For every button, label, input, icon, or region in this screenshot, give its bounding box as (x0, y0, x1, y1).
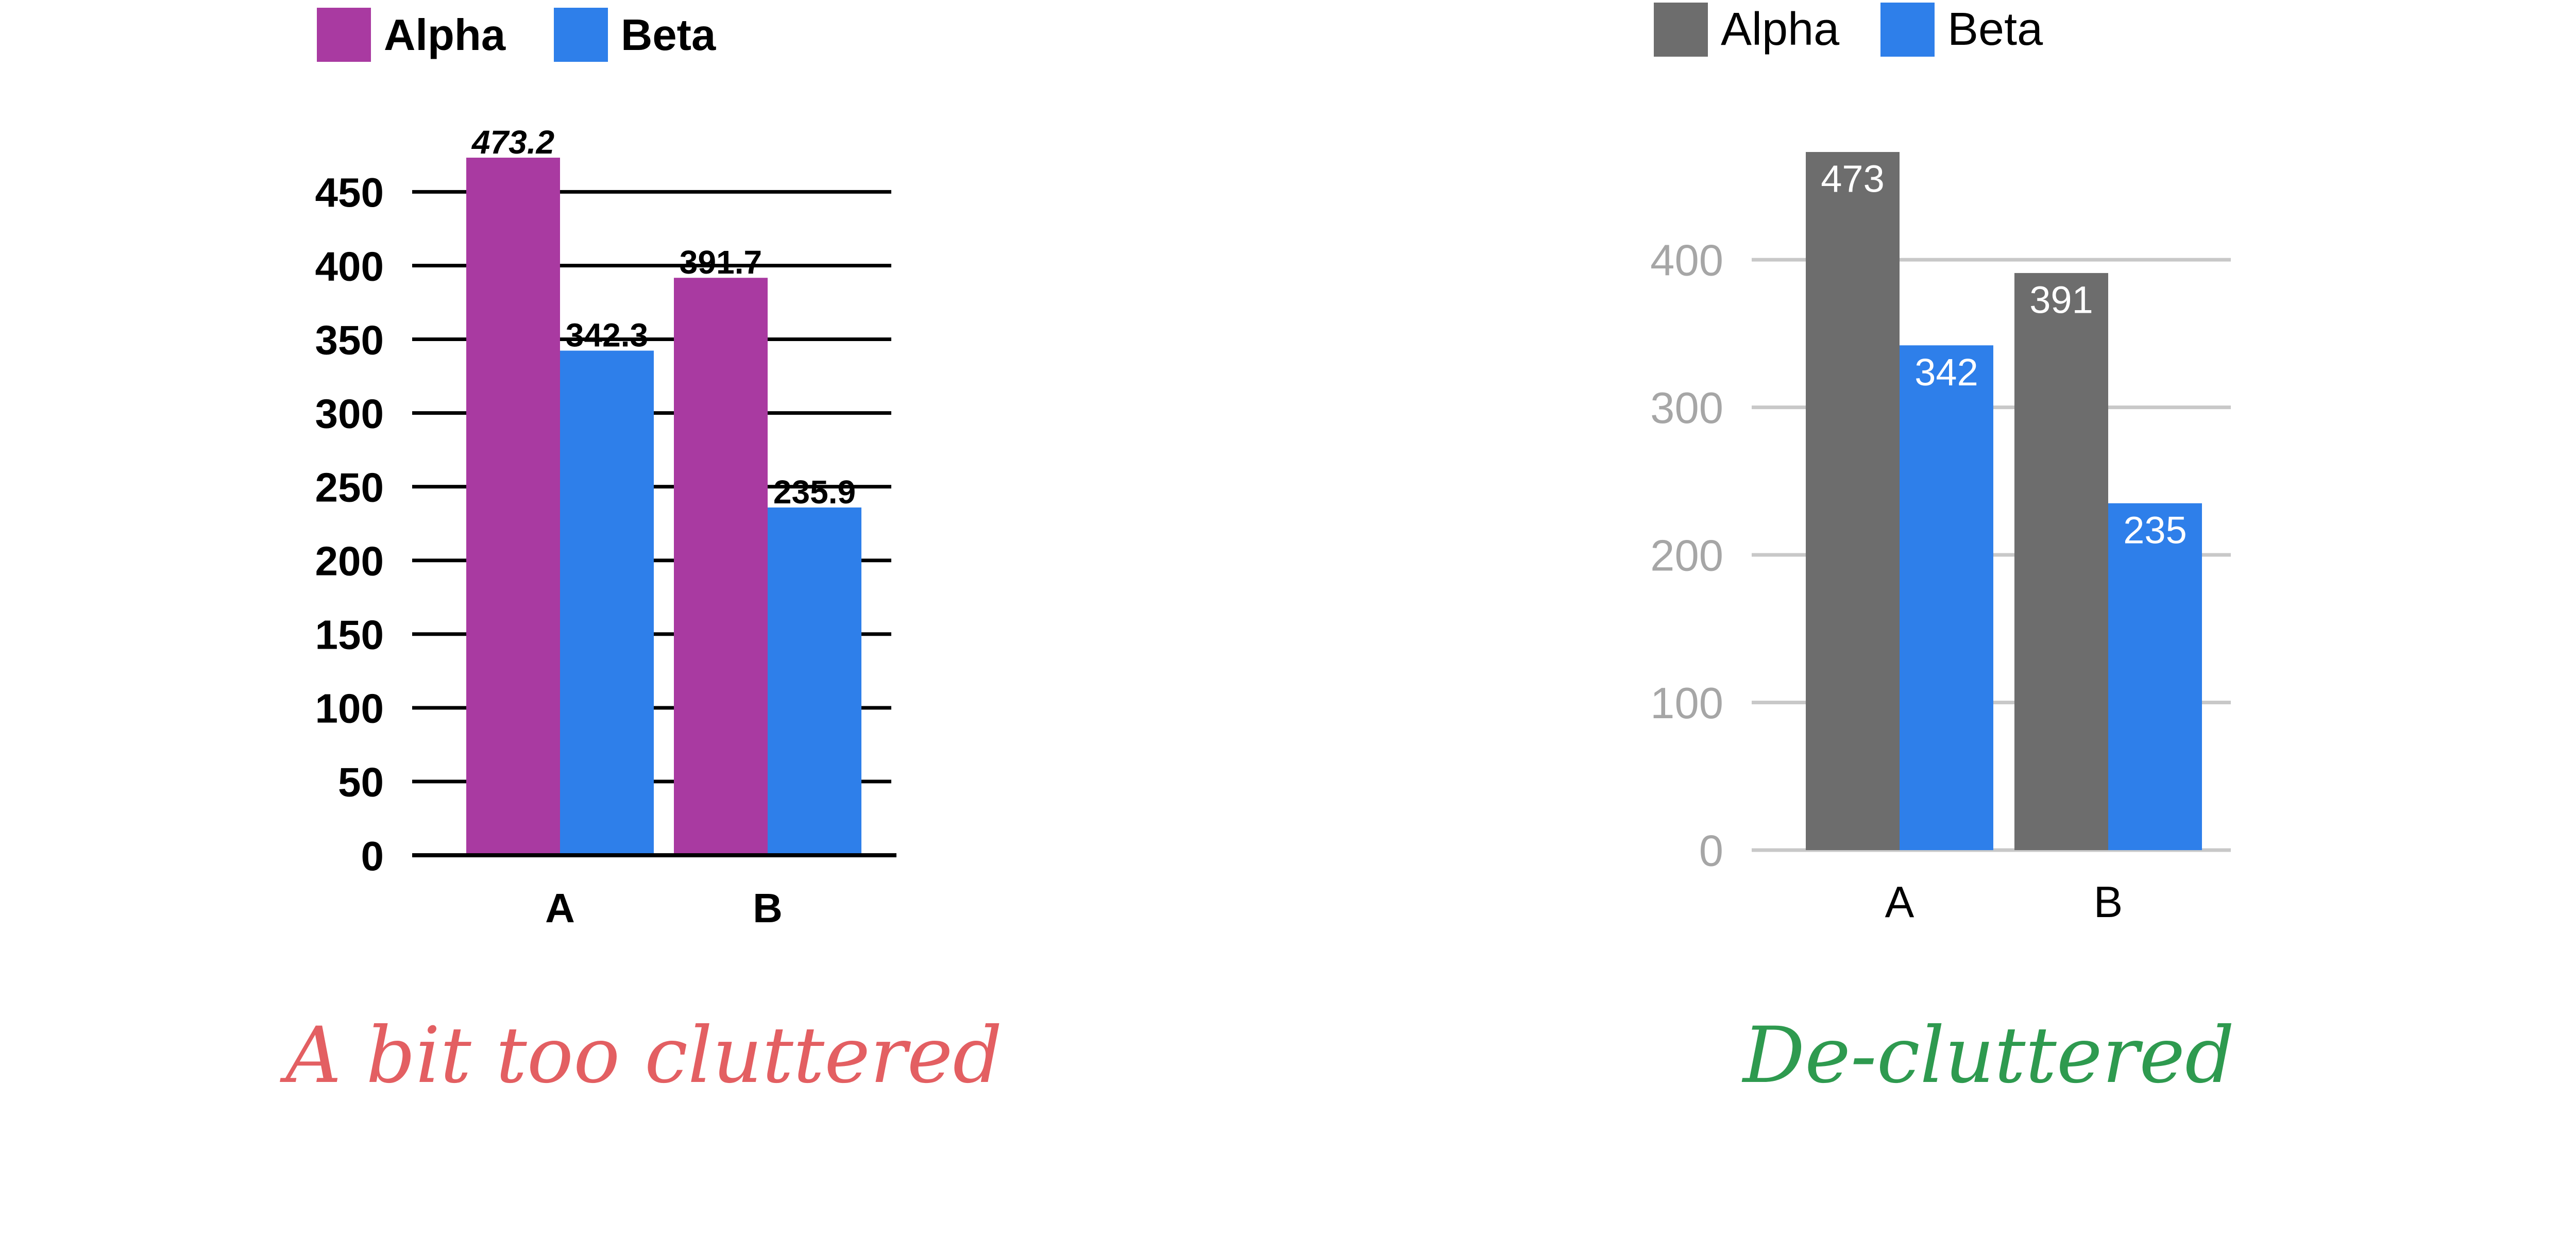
legend-entry-alpha: Alpha (384, 11, 506, 60)
y-tick-label: 300 (315, 391, 384, 436)
cluttered-chart: 0 50 100 150 200 250 300 350 400 450 473.2 342.3 A 39… (280, 8, 1003, 1100)
bar-alpha-a (466, 158, 560, 855)
y-tick-label: 200 (1650, 532, 1723, 581)
y-tick-label: 50 (338, 759, 384, 805)
y-tick-label: 250 (315, 464, 384, 510)
x-tick-label: A (1885, 878, 1914, 927)
legend-swatch-alpha (1654, 3, 1708, 57)
bar-beta-a (560, 350, 654, 855)
data-label: 473.2 (471, 124, 554, 161)
data-label: 342.3 (566, 317, 648, 354)
bar-beta-b (2108, 503, 2202, 850)
data-label: 235 (2123, 509, 2187, 551)
y-tick-label: 100 (1650, 679, 1723, 728)
y-tick-label: 0 (361, 833, 384, 879)
legend-swatch-alpha (317, 8, 371, 62)
data-label: 391 (2029, 279, 2093, 321)
chart-caption: De-cluttered (1741, 1011, 2234, 1100)
bar-beta-b (768, 507, 861, 855)
data-label: 473 (1821, 158, 1884, 200)
legend-entry-alpha: Alpha (1721, 4, 1840, 55)
legend-swatch-beta (1880, 3, 1935, 57)
bar-alpha-a (1806, 152, 1900, 850)
decluttered-chart: 0 100 200 300 400 473 342 A 391 235 B Alpha Beta De-c… (1650, 3, 2234, 1100)
y-tick-label: 400 (315, 243, 384, 289)
data-label: 342 (1914, 351, 1978, 394)
bar-alpha-b (674, 278, 768, 855)
x-tick-label: B (753, 885, 783, 931)
x-tick-label: B (2094, 878, 2123, 927)
y-tick-label: 100 (315, 686, 384, 732)
y-tick-label: 150 (315, 612, 384, 658)
y-tick-label: 450 (315, 170, 384, 215)
chart-caption: A bit too cluttered (280, 1011, 1003, 1100)
x-tick-label: A (545, 885, 575, 931)
data-label: 391.7 (680, 244, 762, 281)
legend-swatch-beta (554, 8, 608, 62)
bar-beta-a (1900, 345, 1993, 850)
data-label: 235.9 (773, 473, 856, 511)
y-tick-label: 200 (315, 538, 384, 584)
y-tick-label: 350 (315, 317, 384, 363)
legend-entry-beta: Beta (621, 11, 716, 60)
y-tick-label: 400 (1650, 236, 1723, 285)
bar-alpha-b (2014, 273, 2108, 851)
legend-entry-beta: Beta (1947, 4, 2043, 55)
y-tick-label: 300 (1650, 384, 1723, 433)
y-tick-label: 0 (1699, 827, 1723, 876)
